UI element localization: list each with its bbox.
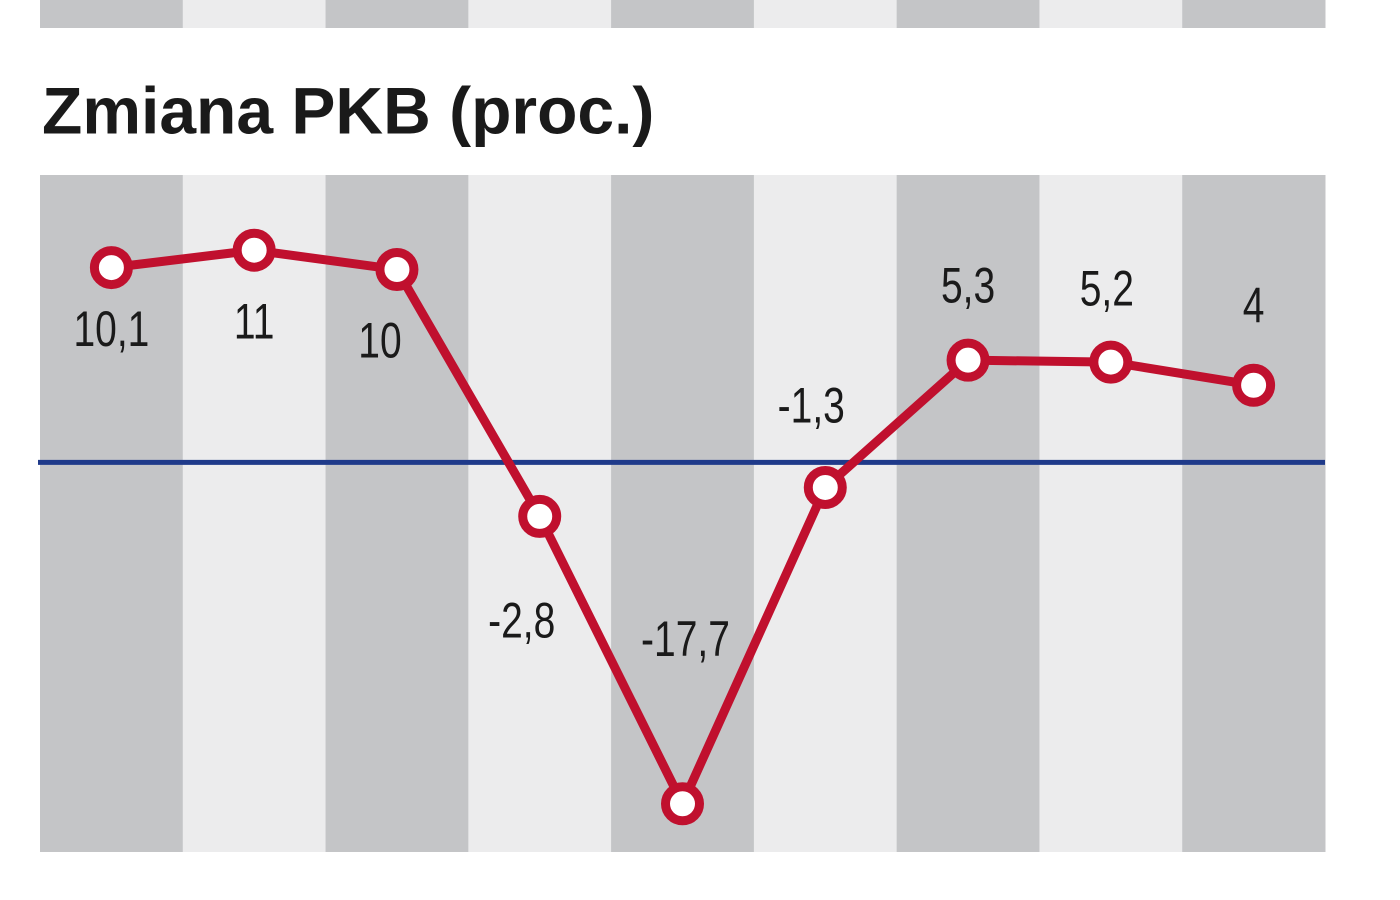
band [325,0,469,28]
band [40,0,184,28]
band [1182,175,1326,852]
point [518,494,562,538]
point [1232,363,1276,407]
point [661,782,704,826]
column-bands [40,0,1326,852]
data-label: 10,1 [73,300,149,357]
data-label: 11 [234,293,274,350]
band [1039,175,1183,852]
data-label: 10 [358,312,401,369]
band [896,0,1040,28]
band [468,0,612,28]
point [232,228,276,272]
point [1089,340,1133,384]
data-label: -1,3 [778,377,845,434]
data-label: 4 [1243,277,1265,334]
chart-title: Zmiana PKB (proc.) [42,73,654,147]
band [1182,0,1326,28]
band [182,0,327,28]
band [753,0,898,28]
point [89,246,133,290]
band [896,175,1040,852]
band [182,175,327,852]
band [1039,0,1183,28]
data-label: -2,8 [488,592,555,649]
point [803,465,847,509]
point [375,248,419,292]
band [753,175,898,852]
data-label: 5,3 [941,257,995,314]
point [946,338,990,382]
data-label: 5,2 [1080,260,1134,317]
data-label: -17,7 [641,610,730,667]
band [611,0,755,28]
band [611,175,755,852]
